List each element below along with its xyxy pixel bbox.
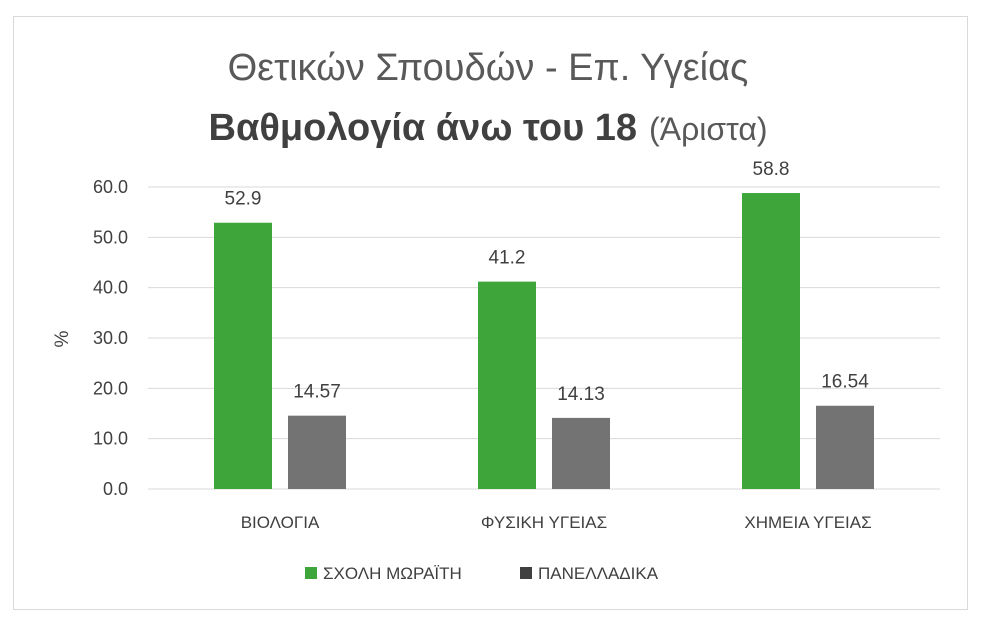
chart-subtitle: Βαθμολογία άνω του 18 (Άριστα) xyxy=(209,107,768,149)
chart-title: Θετικών Σπουδών - Επ. Υγείας xyxy=(228,47,749,89)
data-label: 16.54 xyxy=(821,372,869,393)
bar-national-1 xyxy=(288,415,346,489)
bar-school-1 xyxy=(214,222,272,489)
grid-lines xyxy=(148,186,940,490)
y-tick-label: 20.0 xyxy=(93,378,128,398)
data-label: 41.2 xyxy=(489,248,526,269)
legend-label: ΠΑΝΕΛΛΑΔΙΚΑ xyxy=(538,564,659,583)
bar-school-3 xyxy=(742,193,800,490)
y-tick-label: 10.0 xyxy=(93,429,128,449)
y-tick-label: 0.0 xyxy=(103,479,128,499)
data-label: 14.13 xyxy=(557,384,605,405)
bar-school-2 xyxy=(478,281,536,489)
legend: ΣΧΟΛΗ ΜΩΡΑΪΤΗ ΠΑΝΕΛΛΑΔΙΚΑ xyxy=(305,564,659,583)
y-tick-label: 60.0 xyxy=(93,177,128,197)
data-label: 58.8 xyxy=(753,159,790,180)
bar-national-3 xyxy=(816,405,874,489)
y-axis-ticks: 0.0 10.0 20.0 30.0 40.0 50.0 60.0 xyxy=(93,177,128,499)
y-tick-label: 30.0 xyxy=(93,328,128,348)
x-axis-categories: ΒΙΟΛΟΓΙΑ ΦΥΣΙΚΗ ΥΓΕΙΑΣ ΧΗΜΕΙΑ ΥΓΕΙΑΣ xyxy=(241,513,872,532)
data-label: 14.57 xyxy=(293,382,341,403)
legend-label: ΣΧΟΛΗ ΜΩΡΑΪΤΗ xyxy=(323,564,462,583)
x-category-label: ΦΥΣΙΚΗ ΥΓΕΙΑΣ xyxy=(481,513,607,532)
y-axis-label: % xyxy=(52,330,73,347)
bars xyxy=(214,193,874,490)
legend-swatch xyxy=(520,567,532,579)
x-category-label: ΧΗΜΕΙΑ ΥΓΕΙΑΣ xyxy=(744,513,871,532)
x-category-label: ΒΙΟΛΟΓΙΑ xyxy=(241,513,320,532)
y-tick-label: 50.0 xyxy=(93,227,128,247)
bar-national-2 xyxy=(552,417,610,489)
y-tick-label: 40.0 xyxy=(93,278,128,298)
data-label: 52.9 xyxy=(225,189,262,210)
legend-swatch xyxy=(305,567,317,579)
data-labels: 52.9 14.57 41.2 14.13 58.8 16.54 xyxy=(225,159,870,405)
